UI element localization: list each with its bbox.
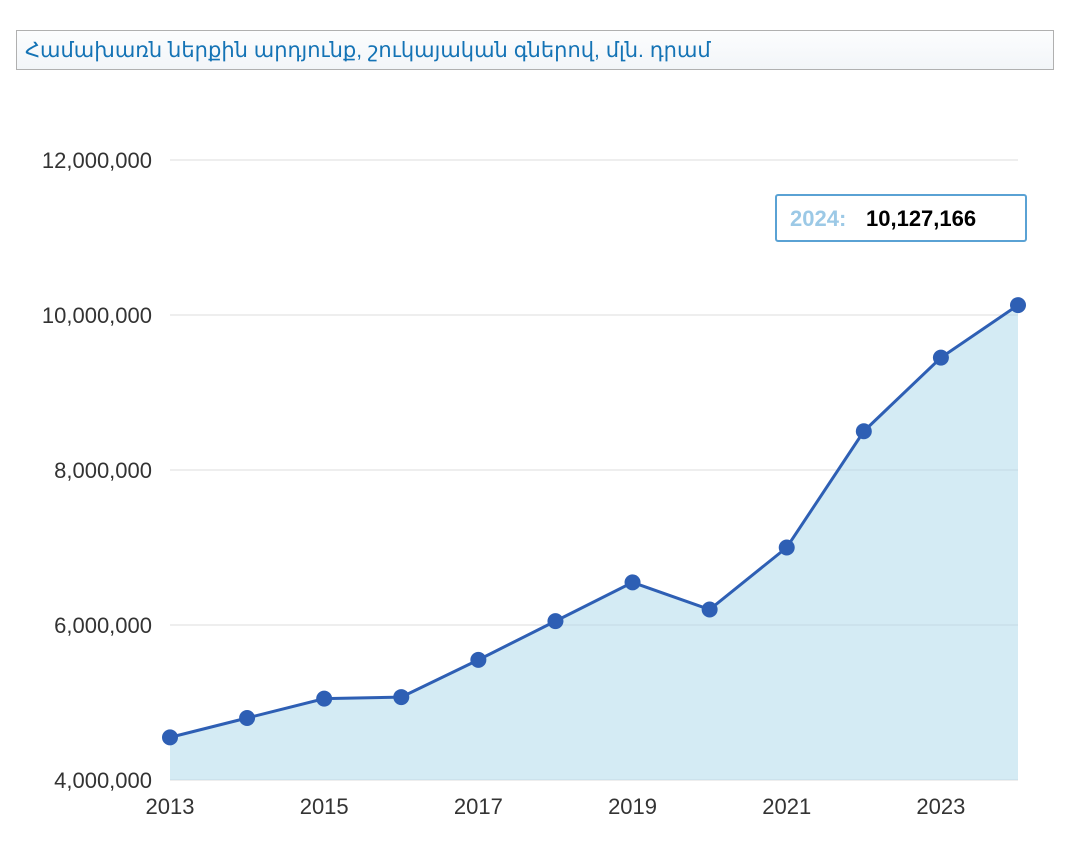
x-axis-label: 2017	[454, 794, 503, 819]
x-axis-label: 2023	[916, 794, 965, 819]
data-point[interactable]	[162, 729, 178, 745]
y-axis-label: 4,000,000	[54, 768, 152, 793]
data-point[interactable]	[856, 423, 872, 439]
x-axis-label: 2019	[608, 794, 657, 819]
tooltip-year: 2024:	[790, 206, 846, 231]
data-point[interactable]	[702, 602, 718, 618]
data-point[interactable]	[470, 652, 486, 668]
area-chart: 4,000,000 6,000,000 8,000,000 10,000,000 12,…	[0, 120, 1078, 840]
x-axis-label: 2015	[300, 794, 349, 819]
y-axis-label: 10,000,000	[42, 303, 152, 328]
x-axis-label: 2013	[146, 794, 195, 819]
tooltip-value: 10,127,166	[866, 206, 976, 231]
chart-title: Համախառն ներքին արդյունք, շուկայական գնե…	[25, 38, 711, 63]
data-point[interactable]	[316, 691, 332, 707]
data-point[interactable]	[779, 540, 795, 556]
chart-svg: 4,000,000 6,000,000 8,000,000 10,000,000 12,…	[0, 120, 1078, 840]
data-point[interactable]	[625, 574, 641, 590]
chart-title-bar: Համախառն ներքին արդյունք, շուկայական գնե…	[16, 30, 1054, 70]
x-axis-label: 2021	[762, 794, 811, 819]
data-point[interactable]	[1010, 297, 1026, 313]
y-axis-label: 8,000,000	[54, 458, 152, 483]
data-point[interactable]	[933, 350, 949, 366]
y-axis-label: 6,000,000	[54, 613, 152, 638]
y-axis-label: 12,000,000	[42, 148, 152, 173]
data-point[interactable]	[239, 710, 255, 726]
data-point[interactable]	[547, 613, 563, 629]
data-point[interactable]	[393, 689, 409, 705]
chart-area-fill	[170, 305, 1018, 780]
